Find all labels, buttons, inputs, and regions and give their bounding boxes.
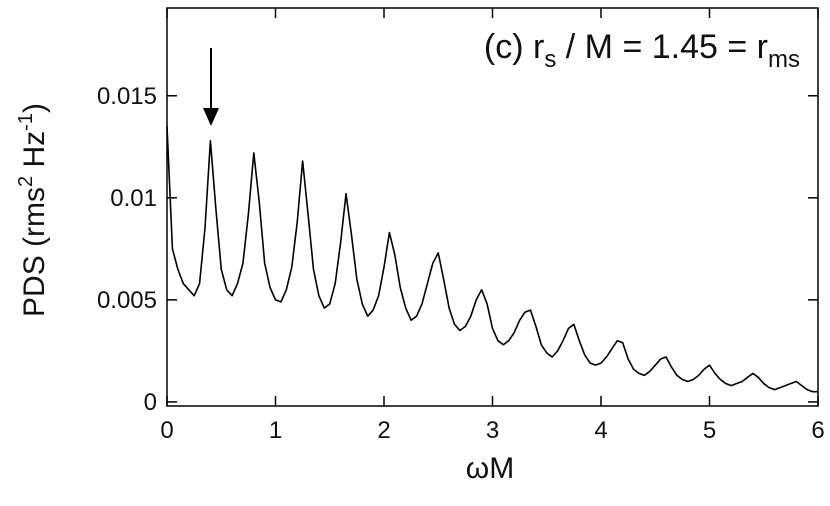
- y-tick-label: 0.015: [97, 83, 157, 110]
- y-tick-label: 0: [144, 389, 157, 416]
- data-line: [166, 126, 818, 393]
- x-tick-label: 6: [811, 417, 824, 444]
- y-label-part: ): [18, 103, 51, 113]
- y-tick-label: 0.01: [110, 185, 157, 212]
- x-tick-label: 3: [486, 417, 499, 444]
- y-tick-label: 0.005: [97, 287, 157, 314]
- arrow: [203, 48, 219, 126]
- y-label-superscript: -1: [15, 113, 37, 131]
- x-axis-label: ωM: [466, 452, 514, 485]
- x-tick-label: 2: [377, 417, 390, 444]
- annotation-part: (c) r: [484, 28, 544, 66]
- y-label-part: Hz: [18, 131, 51, 176]
- annotation: (c) rs / M = 1.45 = rms: [484, 28, 800, 73]
- y-axis-label: PDS (rms2 Hz-1): [15, 103, 51, 317]
- y-label-superscript: 2: [15, 176, 37, 187]
- annotation-subscript: ms: [768, 46, 800, 73]
- annotation-subscript: s: [544, 46, 556, 73]
- annotation-part: / M = 1.45 = r: [556, 28, 768, 66]
- arrow-head: [203, 108, 219, 126]
- plot-frame: [166, 7, 819, 407]
- x-tick-label: 4: [594, 417, 607, 444]
- x-tick-label: 1: [269, 417, 282, 444]
- x-tick-label: 5: [703, 417, 716, 444]
- y-label-part: PDS (rms: [18, 187, 51, 317]
- x-tick-label: 0: [160, 417, 173, 444]
